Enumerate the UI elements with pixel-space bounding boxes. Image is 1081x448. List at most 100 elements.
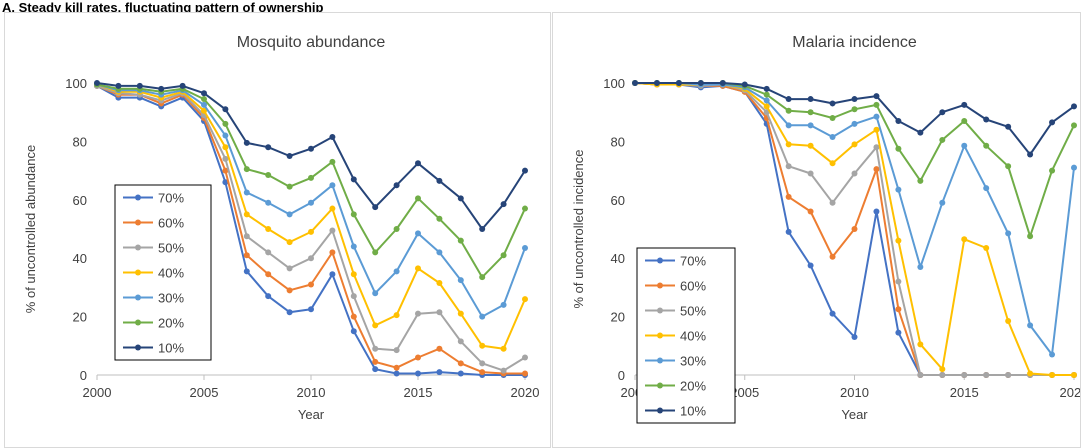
y-tick-label: 40 xyxy=(611,251,625,266)
data-point xyxy=(115,82,122,89)
y-tick-label: 40 xyxy=(73,251,87,266)
legend-swatch-marker xyxy=(135,269,141,276)
data-point xyxy=(372,249,379,256)
data-point xyxy=(785,96,792,103)
data-point xyxy=(522,205,528,212)
data-point xyxy=(350,243,357,250)
data-point xyxy=(719,80,726,86)
chart-title: Malaria incidence xyxy=(792,34,917,51)
data-point xyxy=(741,81,748,88)
x-tick-label: 2000 xyxy=(83,385,112,400)
data-point xyxy=(785,122,792,129)
data-point xyxy=(372,204,379,211)
data-point xyxy=(393,182,400,189)
data-point xyxy=(1005,123,1012,130)
data-point xyxy=(785,163,792,170)
data-point xyxy=(479,360,486,367)
data-point xyxy=(286,265,293,272)
data-point xyxy=(436,280,443,287)
data-point xyxy=(436,215,443,222)
data-point xyxy=(851,106,858,113)
data-point xyxy=(308,306,314,313)
data-point xyxy=(851,96,858,103)
data-point xyxy=(222,179,229,186)
legend-item: 60% xyxy=(123,216,184,231)
legend-item: 70% xyxy=(123,191,184,206)
data-point xyxy=(243,166,250,173)
data-point xyxy=(961,142,968,149)
data-point xyxy=(329,158,336,165)
data-point xyxy=(457,310,464,317)
data-point xyxy=(372,366,379,373)
legend-label: 60% xyxy=(158,216,184,231)
legend-label: 40% xyxy=(680,329,706,344)
data-point xyxy=(286,183,293,190)
legend-item: 20% xyxy=(645,379,706,394)
data-point xyxy=(308,255,314,262)
data-point xyxy=(222,155,229,162)
data-point xyxy=(393,226,400,232)
data-point xyxy=(1049,372,1056,378)
data-point xyxy=(1071,122,1077,129)
data-point xyxy=(851,141,858,148)
data-point xyxy=(243,233,250,240)
data-point xyxy=(436,309,443,316)
legend: 70% 60% 50% 40% 30% 20% 10% xyxy=(636,247,736,424)
data-point xyxy=(457,237,464,244)
data-point xyxy=(763,103,770,110)
data-point xyxy=(372,345,379,352)
data-point xyxy=(243,252,250,259)
data-point xyxy=(350,211,357,218)
y-tick-label: 60 xyxy=(611,193,625,208)
data-point xyxy=(851,334,858,341)
legend-label: 10% xyxy=(158,341,184,356)
data-point xyxy=(500,201,507,208)
series-10pct xyxy=(632,80,1077,158)
legend-swatch-marker xyxy=(657,257,663,264)
data-point xyxy=(393,312,400,319)
data-point xyxy=(436,369,443,376)
data-point xyxy=(179,82,186,89)
data-point xyxy=(243,189,250,196)
data-point xyxy=(939,366,946,373)
legend-item: 40% xyxy=(645,329,706,344)
data-point xyxy=(829,160,836,167)
data-point xyxy=(265,293,272,300)
x-tick-label: 2005 xyxy=(730,385,759,400)
data-point xyxy=(522,354,528,361)
x-tick-label: 2020 xyxy=(1060,385,1080,400)
legend-swatch-marker xyxy=(657,332,663,339)
data-point xyxy=(895,145,902,152)
data-point xyxy=(1071,372,1077,378)
x-tick-label: 2005 xyxy=(190,385,219,400)
data-point xyxy=(308,174,314,181)
data-point xyxy=(895,329,902,336)
data-point xyxy=(653,80,660,86)
data-point xyxy=(479,342,486,349)
legend-swatch-marker xyxy=(135,344,141,351)
legend-swatch-marker xyxy=(657,407,663,414)
data-point xyxy=(286,287,293,294)
data-point xyxy=(851,170,858,177)
x-tick-label: 2010 xyxy=(297,385,326,400)
legend-item: 70% xyxy=(645,254,706,269)
data-point xyxy=(807,109,814,116)
data-point xyxy=(807,208,814,215)
data-point xyxy=(393,268,400,275)
y-tick-label: 0 xyxy=(618,368,625,383)
chart-panel-malaria-incidence: Malaria incidence 0 20 40 60 80 100 2000 2005 201… xyxy=(552,12,1081,448)
data-point xyxy=(675,80,682,86)
y-tick-label: 100 xyxy=(65,76,87,91)
data-point xyxy=(415,230,421,237)
data-point xyxy=(873,208,880,215)
data-point xyxy=(350,313,357,320)
data-point xyxy=(393,347,400,354)
data-point xyxy=(829,253,836,260)
data-point xyxy=(222,144,229,151)
x-tick-label: 2020 xyxy=(511,385,540,400)
legend-swatch-marker xyxy=(135,294,141,301)
y-tick-label: 0 xyxy=(80,368,87,383)
legend-item: 20% xyxy=(123,316,184,331)
data-point xyxy=(763,97,770,104)
x-tick-label: 2010 xyxy=(840,385,869,400)
